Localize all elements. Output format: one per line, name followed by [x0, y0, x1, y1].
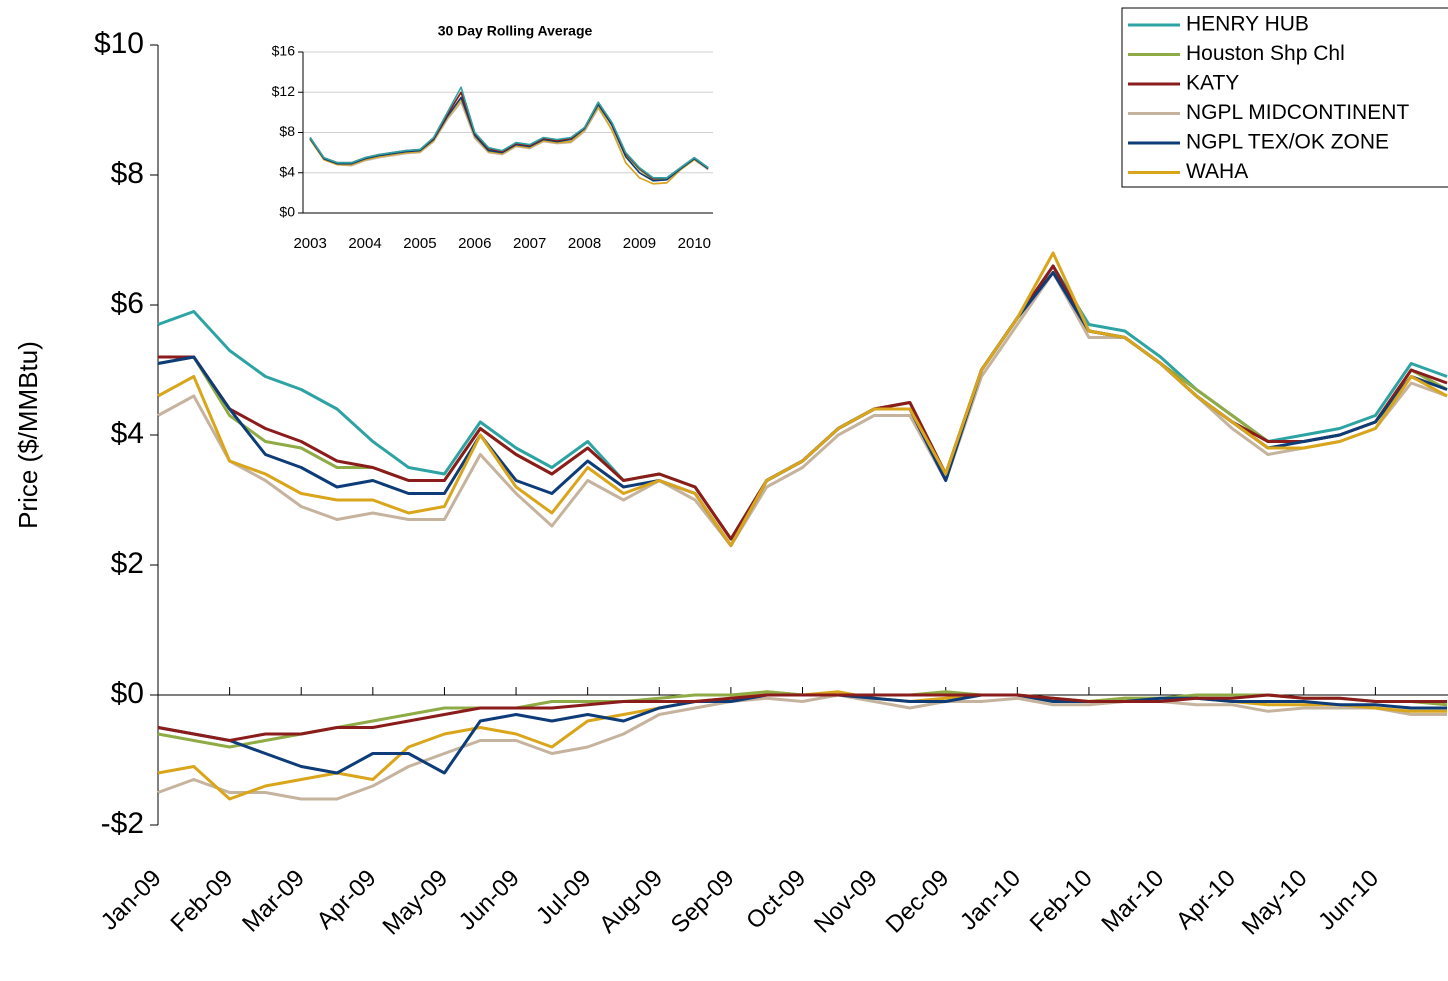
y-tick-label: $0: [111, 677, 144, 710]
x-tick-label: 2008: [568, 235, 601, 252]
y-tick-label: $10: [94, 27, 144, 60]
legend-label: Houston Shp Chl: [1186, 42, 1345, 65]
x-tick-label: Apr-10: [1171, 865, 1241, 935]
y-tick-label: $12: [272, 83, 296, 99]
series-line: [157, 264, 1448, 541]
y-tick-label: $6: [111, 287, 144, 320]
legend-label: NGPL TEX/OK ZONE: [1186, 131, 1389, 154]
series-line: [157, 693, 1447, 742]
x-tick-label: Dec-09: [881, 865, 955, 939]
x-tick-label: Mar-10: [1096, 865, 1169, 938]
series-line: [309, 98, 709, 185]
legend-label: KATY: [1186, 72, 1239, 95]
x-tick-label: May-10: [1237, 865, 1313, 941]
legend-box: [1121, 7, 1448, 188]
x-tick-label: Mar-09: [237, 865, 310, 938]
x-tick-label: 2006: [458, 235, 491, 252]
x-tick-label: Aug-09: [594, 865, 668, 939]
y-tick-label: $4: [279, 163, 295, 179]
y-tick-label: $2: [111, 547, 144, 580]
y-tick-label: $16: [272, 43, 296, 59]
x-tick-label: Apr-09: [312, 865, 382, 935]
x-tick-label: 2005: [403, 235, 436, 252]
inset-background: [245, 12, 745, 264]
x-tick-label: Feb-10: [1025, 865, 1098, 938]
x-tick-label: Feb-09: [165, 865, 238, 938]
x-tick-label: May-09: [377, 865, 453, 941]
y-tick-label: $0: [279, 204, 295, 220]
series-line: [309, 96, 709, 182]
x-tick-label: Jan-09: [96, 865, 167, 936]
series-line: [157, 693, 1447, 775]
x-tick-label: 2003: [293, 235, 326, 252]
x-tick-label: Nov-09: [809, 865, 883, 939]
series-line: [157, 251, 1448, 547]
y-tick-label: -$2: [101, 807, 144, 840]
legend-label: WAHA: [1186, 160, 1248, 183]
legend-label: NGPL MIDCONTINENT: [1186, 101, 1409, 124]
x-tick-label: 2009: [623, 235, 656, 252]
x-tick-label: Jun-10: [1313, 865, 1384, 936]
series-line: [157, 271, 1448, 547]
x-tick-label: 2007: [513, 235, 546, 252]
inset-title: 30 Day Rolling Average: [438, 23, 593, 39]
x-tick-label: Oct-09: [741, 865, 811, 935]
x-tick-label: 2010: [678, 235, 711, 252]
x-tick-label: 2004: [348, 235, 381, 252]
x-tick-label: Jun-09: [454, 865, 525, 936]
x-tick-label: Jul-09: [531, 865, 596, 930]
legend-label: HENRY HUB: [1186, 13, 1309, 36]
y-tick-label: $8: [111, 157, 144, 190]
series-line: [158, 264, 1448, 541]
series-line: [309, 86, 709, 179]
y-tick-label: $8: [279, 123, 295, 139]
y-axis-title: Price ($/MMBtu): [13, 341, 43, 529]
series-line: [157, 693, 1447, 801]
series-line: [157, 271, 1448, 547]
x-tick-label: Sep-09: [666, 865, 740, 939]
legend: HENRY HUB Houston Shp Chl KATY NGPL MIDCONT…: [1121, 7, 1448, 188]
x-tick-label: Jan-10: [955, 865, 1026, 936]
y-tick-label: $4: [111, 417, 144, 450]
